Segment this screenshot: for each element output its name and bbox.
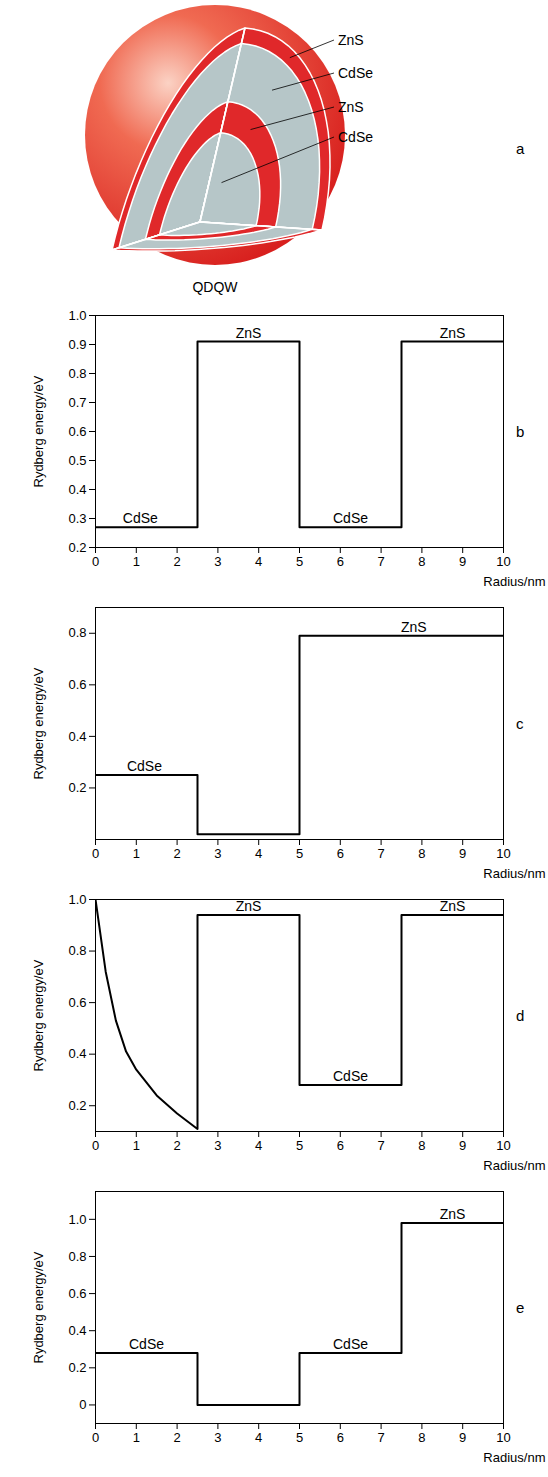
svg-text:ZnS: ZnS [338,32,364,48]
svg-text:5: 5 [296,1430,303,1445]
svg-text:0.8: 0.8 [68,1249,86,1264]
html-text:d: d [516,1007,525,1024]
svg-text:Rydberg energy/eV: Rydberg energy/eV [31,959,46,1071]
svg-text:1: 1 [133,554,140,569]
svg-text:0.2: 0.2 [68,1098,86,1113]
svg-text:0.9: 0.9 [68,337,86,352]
svg-text:QDQW: QDQW [192,279,238,295]
svg-text:0.5: 0.5 [68,453,86,468]
svg-text:8: 8 [418,1138,425,1153]
svg-text:2: 2 [173,846,180,861]
svg-text:ZnS: ZnS [440,325,466,341]
svg-text:0: 0 [92,846,99,861]
svg-text:10: 10 [496,554,510,569]
svg-text:1: 1 [133,1138,140,1153]
svg-text:ZnS: ZnS [440,898,466,914]
svg-text:0.4: 0.4 [68,482,86,497]
svg-text:0.3: 0.3 [68,511,86,526]
svg-text:0.7: 0.7 [68,395,86,410]
html-text:e: e [516,1299,525,1316]
svg-text:0.2: 0.2 [68,540,86,555]
svg-text:Radius/nm: Radius/nm [483,574,545,589]
svg-text:0.6: 0.6 [68,995,86,1010]
svg-text:0.4: 0.4 [68,1323,86,1338]
svg-text:0.4: 0.4 [68,1046,86,1061]
svg-text:1.0: 1.0 [68,1212,86,1227]
svg-text:Radius/nm: Radius/nm [483,1450,545,1465]
svg-text:CdSe: CdSe [338,129,373,145]
svg-text:Rydberg energy/eV: Rydberg energy/eV [31,375,46,487]
svg-text:7: 7 [377,846,384,861]
svg-text:8: 8 [418,1430,425,1445]
svg-text:6: 6 [337,554,344,569]
svg-text:0: 0 [92,1138,99,1153]
svg-text:0.8: 0.8 [68,625,86,640]
svg-text:CdSe: CdSe [129,1336,164,1352]
svg-text:CdSe: CdSe [338,65,373,81]
svg-text:0.4: 0.4 [68,729,86,744]
svg-text:0: 0 [92,1430,99,1445]
svg-text:0: 0 [92,554,99,569]
svg-text:4: 4 [255,846,262,861]
svg-text:9: 9 [459,554,466,569]
svg-text:1.0: 1.0 [68,892,86,907]
svg-text:1: 1 [133,1430,140,1445]
svg-text:8: 8 [418,846,425,861]
svg-text:Radius/nm: Radius/nm [483,866,545,881]
svg-text:0.6: 0.6 [68,424,86,439]
svg-text:5: 5 [296,554,303,569]
svg-text:2: 2 [173,1138,180,1153]
svg-text:6: 6 [337,1138,344,1153]
svg-text:0.2: 0.2 [68,780,86,795]
svg-text:10: 10 [496,1138,510,1153]
svg-text:ZnS: ZnS [401,619,427,635]
svg-text:7: 7 [377,1138,384,1153]
svg-text:Rydberg energy/eV: Rydberg energy/eV [31,667,46,779]
svg-text:3: 3 [214,846,221,861]
svg-text:0: 0 [79,1397,86,1412]
html-text:c: c [516,715,524,732]
svg-text:10: 10 [496,1430,510,1445]
svg-text:7: 7 [377,554,384,569]
html-text:b: b [516,423,525,440]
svg-text:ZnS: ZnS [236,325,262,341]
svg-text:10: 10 [496,846,510,861]
svg-text:0.8: 0.8 [68,943,86,958]
svg-text:0.6: 0.6 [68,1286,86,1301]
svg-text:CdSe: CdSe [333,1068,368,1084]
svg-text:5: 5 [296,1138,303,1153]
svg-text:5: 5 [296,846,303,861]
svg-text:6: 6 [337,1430,344,1445]
svg-text:Rydberg energy/eV: Rydberg energy/eV [31,1251,46,1363]
svg-text:ZnS: ZnS [236,898,262,914]
svg-text:CdSe: CdSe [333,510,368,526]
svg-text:4: 4 [255,1138,262,1153]
svg-text:8: 8 [418,554,425,569]
svg-text:1: 1 [133,846,140,861]
svg-text:9: 9 [459,1430,466,1445]
html-text:a: a [516,140,525,157]
svg-text:0.2: 0.2 [68,1360,86,1375]
svg-text:3: 3 [214,1430,221,1445]
svg-text:0.6: 0.6 [68,677,86,692]
svg-text:9: 9 [459,1138,466,1153]
svg-text:CdSe: CdSe [123,510,158,526]
svg-text:2: 2 [173,1430,180,1445]
svg-text:CdSe: CdSe [333,1336,368,1352]
svg-text:6: 6 [337,846,344,861]
svg-text:Radius/nm: Radius/nm [483,1158,545,1173]
svg-text:ZnS: ZnS [440,1206,466,1222]
svg-text:4: 4 [255,1430,262,1445]
svg-text:9: 9 [459,846,466,861]
svg-text:2: 2 [173,554,180,569]
svg-text:7: 7 [377,1430,384,1445]
svg-text:1.0: 1.0 [68,308,86,323]
svg-text:CdSe: CdSe [127,758,162,774]
svg-text:4: 4 [255,554,262,569]
svg-text:3: 3 [214,1138,221,1153]
svg-text:0.8: 0.8 [68,366,86,381]
svg-text:ZnS: ZnS [338,99,364,115]
svg-text:3: 3 [214,554,221,569]
